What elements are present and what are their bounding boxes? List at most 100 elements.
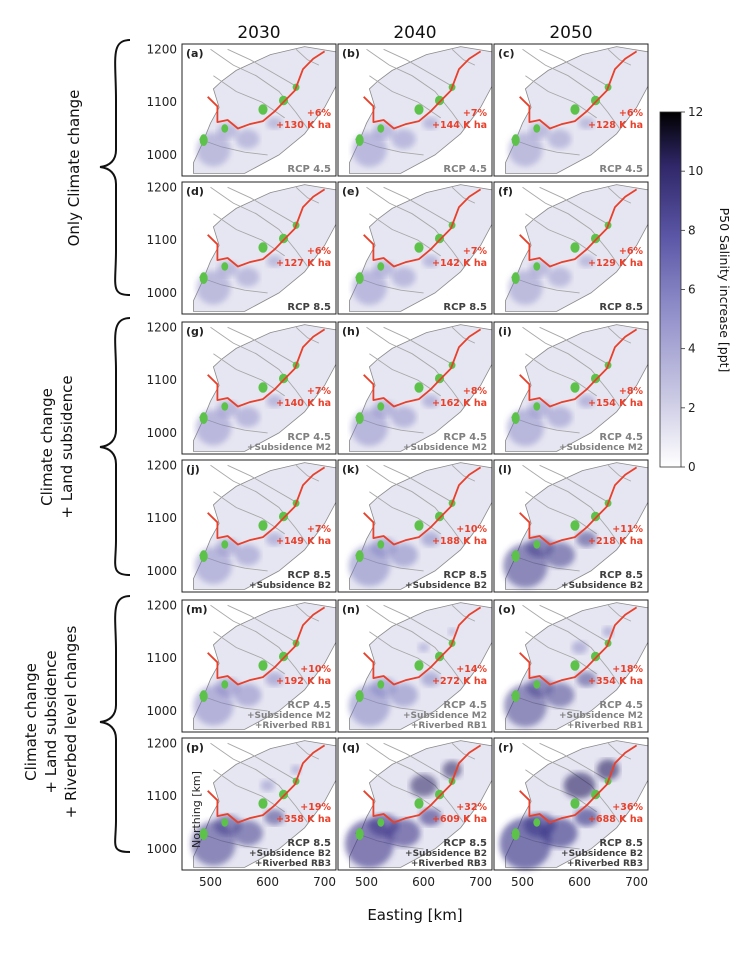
salinity-area-ha: +188 K ha — [432, 536, 487, 547]
green-area — [434, 651, 445, 662]
green-area — [511, 550, 520, 562]
y-axis-label: Northing [km] — [190, 771, 203, 848]
panel-letter: (d) — [186, 185, 204, 198]
y-tick-label: 1100 — [146, 373, 177, 387]
x-tick-label: 600 — [568, 875, 591, 889]
brace-only-climate — [99, 39, 131, 296]
salinity-area-ha: +128 K ha — [588, 120, 643, 131]
salinity-percent: +10% — [300, 664, 331, 675]
river-line — [383, 326, 453, 365]
salinity-boundary — [207, 328, 326, 408]
green-area — [434, 511, 445, 522]
river-line — [227, 464, 297, 503]
panel-frame — [181, 43, 337, 177]
salinity-boundary — [207, 188, 326, 268]
x-tick-label: 600 — [256, 875, 279, 889]
scenario-label: RCP 8.5 — [287, 570, 331, 581]
green-area — [434, 95, 445, 106]
river-line — [539, 186, 609, 225]
column-title-2030: 2030 — [237, 23, 280, 43]
river-line — [522, 464, 620, 545]
green-area — [533, 680, 541, 689]
y-tick-label: 1200 — [146, 598, 177, 612]
salinity-percent: +8% — [463, 386, 488, 397]
green-area — [355, 272, 364, 284]
y-tick-label: 1000 — [146, 148, 177, 162]
salinity-boundary — [207, 606, 326, 686]
green-area — [414, 520, 424, 531]
panel-frame — [181, 459, 337, 593]
scenario-label: +Riverbed RB1 — [255, 721, 331, 731]
scenario-label: +Subsidence M2 — [247, 443, 331, 453]
river-line — [525, 75, 597, 119]
green-area — [414, 798, 424, 809]
scenario-label: RCP 4.5 — [599, 432, 643, 443]
river-line — [213, 769, 285, 813]
river-line — [607, 186, 632, 204]
river-line — [451, 326, 476, 344]
green-area — [533, 540, 541, 549]
scenario-label: +Subsidence B2 — [561, 581, 643, 591]
salinity-area — [563, 772, 596, 799]
green-area — [355, 550, 364, 562]
salinity-area — [409, 774, 438, 797]
river-line — [369, 491, 441, 535]
river-line — [451, 742, 476, 760]
river-line — [366, 186, 464, 267]
green-area — [414, 382, 424, 393]
scenario-label: RCP 4.5 — [599, 164, 643, 175]
panel-letter: (m) — [186, 603, 208, 616]
scenario-label: +Subsidence M2 — [403, 711, 487, 721]
river-line — [539, 48, 609, 87]
salinity-area-ha: +354 K ha — [588, 676, 643, 687]
green-area — [355, 690, 364, 702]
salinity-area — [448, 627, 457, 636]
river-line — [213, 491, 285, 535]
x-tick-label: 500 — [199, 875, 222, 889]
river-line — [227, 326, 297, 365]
y-tick-labels: 1000 1100 1200 1000 1100 1200 1000 1100 1200 1000… — [146, 42, 177, 856]
green-area — [377, 540, 385, 549]
green-area — [511, 828, 520, 840]
salinity-area — [386, 819, 421, 847]
river-line — [451, 186, 476, 204]
green-area — [278, 233, 289, 244]
salinity-area — [546, 406, 573, 428]
river-line — [383, 48, 453, 87]
row-label-line: + Land subsidence — [42, 650, 60, 793]
salinity-area — [235, 129, 260, 149]
panel-letter: (c) — [498, 47, 515, 60]
salinity-boundary — [363, 466, 482, 546]
green-area — [199, 690, 208, 702]
river-line — [383, 742, 453, 781]
green-area — [570, 382, 580, 393]
salinity-boundary — [519, 466, 638, 546]
scenario-label: +Riverbed RB3 — [255, 859, 331, 869]
panel-letter: (l) — [498, 463, 512, 476]
river-line — [213, 75, 285, 119]
y-tick-label: 1200 — [146, 320, 177, 334]
salinity-area-ha: +688 K ha — [588, 814, 643, 825]
salinity-percent: +32% — [456, 802, 487, 813]
panel-frame — [181, 321, 337, 455]
river-line — [525, 491, 597, 535]
salinity-percent: +6% — [307, 246, 332, 257]
green-area — [570, 660, 580, 671]
green-area — [221, 680, 229, 689]
green-area — [258, 104, 268, 115]
salinity-area-ha: +218 K ha — [588, 536, 643, 547]
green-area — [570, 520, 580, 531]
green-area — [590, 789, 601, 800]
salinity-boundary — [519, 606, 638, 686]
green-area — [278, 789, 289, 800]
scenario-label: +Riverbed RB3 — [567, 859, 643, 869]
river-line — [213, 213, 285, 257]
river-line — [295, 186, 320, 204]
green-area — [414, 242, 424, 253]
river-line — [210, 48, 308, 129]
river-line — [525, 769, 597, 813]
river-line — [539, 742, 609, 781]
green-area — [533, 124, 541, 133]
scenario-label: RCP 8.5 — [287, 838, 331, 849]
green-area — [414, 104, 424, 115]
